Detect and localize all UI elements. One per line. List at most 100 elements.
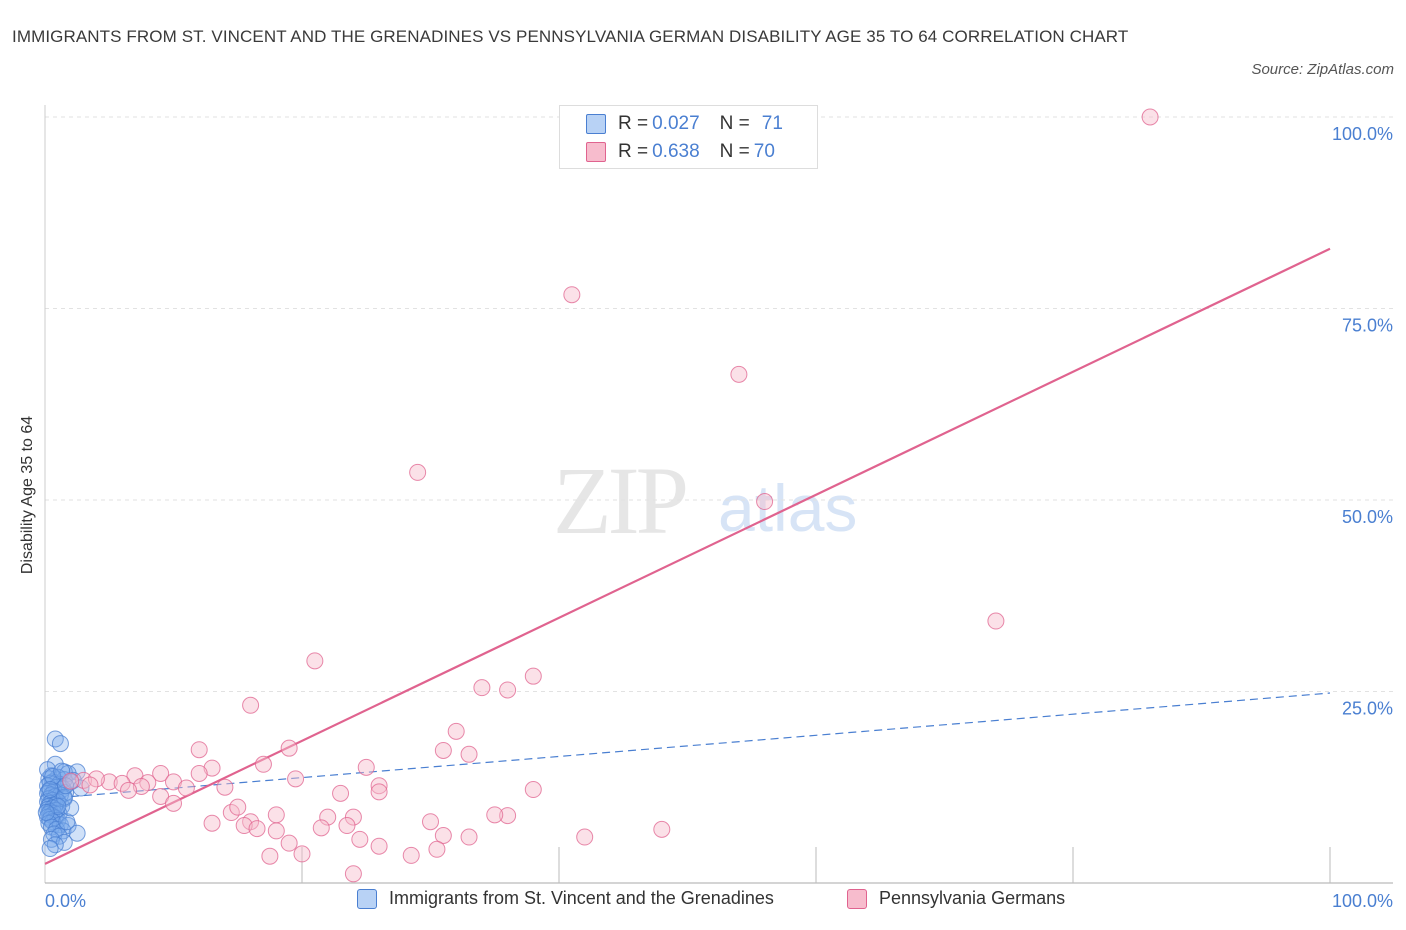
data-point-pink [261,847,279,865]
data-point-pink [499,807,517,825]
series-name-pink: Pennsylvania Germans [879,888,1066,908]
data-point-pink [499,681,517,699]
data-point-pink [473,679,491,697]
data-point-pink [370,837,388,855]
data-point-blue [39,761,57,779]
data-point-pink [267,806,285,824]
data-point-pink [306,652,324,670]
series-legend-item-blue[interactable]: Immigrants from St. Vincent and the Gren… [357,888,774,909]
data-point-pink [165,794,182,812]
data-point-pink [422,813,439,831]
data-point-pink [338,817,356,835]
data-point-pink [87,770,105,788]
data-point-blue [58,813,76,831]
data-points [37,108,1159,883]
data-point-pink [987,612,1005,630]
data-point-pink [287,770,305,788]
data-point-pink [81,776,99,794]
data-point-pink [460,745,478,763]
legend-r-label: R = [618,113,649,134]
data-point-pink [293,845,311,863]
legend-swatch-blue [586,114,606,134]
data-point-blue [51,735,69,753]
data-point-pink [524,781,542,799]
series-swatch-blue [357,888,377,909]
series-legend-item-pink[interactable]: Pennsylvania Germans [847,888,1065,909]
data-point-pink [409,463,427,481]
legend-row-pink: R = 0.638 N = 70 [586,140,775,164]
data-point-pink [203,759,221,777]
data-point-pink [524,667,542,685]
series-swatch-pink [847,888,867,909]
legend-n-value: 70 [753,141,775,162]
data-point-pink [351,830,369,848]
data-point-pink [344,808,362,826]
data-point-pink [563,286,581,304]
data-point-pink [229,798,247,816]
data-point-pink [62,772,80,790]
data-point-pink [460,828,478,846]
legend-row-blue: R = 0.027 N = 71 [586,112,783,136]
legend-n-label: N = [719,141,750,162]
source-label: Source: ZipAtlas.com [1251,61,1394,78]
data-point-blue [68,763,86,781]
gridlines [45,116,1393,692]
series-name-blue: Immigrants from St. Vincent and the Gren… [389,888,774,908]
x-tick-label: 0.0% [45,891,86,911]
data-point-pink [120,781,138,799]
data-point-pink [254,755,272,773]
data-point-pink [267,822,285,840]
data-point-pink [434,827,452,845]
data-point-pink [434,741,452,759]
data-point-pink [332,784,350,802]
data-point-pink [370,783,388,801]
y-tick-label: 75.0% [1342,316,1393,336]
data-point-pink [280,834,298,852]
data-point-pink [152,764,170,782]
chart-title: IMMIGRANTS FROM ST. VINCENT AND THE GREN… [12,27,1129,46]
data-point-pink [100,773,118,791]
data-point-pink [113,774,131,792]
data-point-blue [41,840,59,858]
data-point-pink [357,758,375,776]
data-point-pink [235,817,253,835]
data-point-blue [68,824,86,842]
legend-n-label: N = [719,113,750,134]
y-tick-label: 50.0% [1342,507,1393,527]
data-point-pink [312,819,330,837]
data-point-pink [132,777,150,795]
legend-n-value: 71 [761,113,783,134]
x-tick-label: 100.0% [1332,891,1393,911]
data-point-pink [576,828,594,846]
trendline-blue [44,692,1331,800]
y-tick-label: 25.0% [1342,699,1393,719]
legend-r-label: R = [618,141,649,162]
trendlines [44,247,1331,865]
data-point-pink [177,779,195,797]
legend: R = 0.027 N = 71 R = 0.638 N = 70 [559,105,818,169]
data-point-pink [242,696,260,714]
data-point-pink [486,806,504,824]
legend-r-value: 0.027 [652,113,700,134]
data-point-pink [216,778,234,796]
data-point-pink [344,865,362,883]
data-point-pink [653,820,671,838]
legend-r-value: 0.638 [652,141,700,162]
data-point-pink [190,741,208,759]
data-point-pink [203,814,221,832]
data-point-blue [44,768,62,786]
data-point-pink [370,777,388,795]
series-legend: Immigrants from St. Vincent and the Gren… [0,888,1406,916]
data-point-pink [319,808,337,826]
data-point-blue [46,730,64,748]
data-point-pink [190,764,208,782]
data-point-pink [402,846,420,864]
data-point-blue [62,799,80,817]
data-point-pink [730,365,748,383]
data-point-blue [37,804,55,822]
y-tick-label: 100.0% [1332,124,1393,144]
data-point-pink [428,840,446,858]
data-point-pink [447,722,465,740]
legend-swatch-pink [586,142,606,162]
